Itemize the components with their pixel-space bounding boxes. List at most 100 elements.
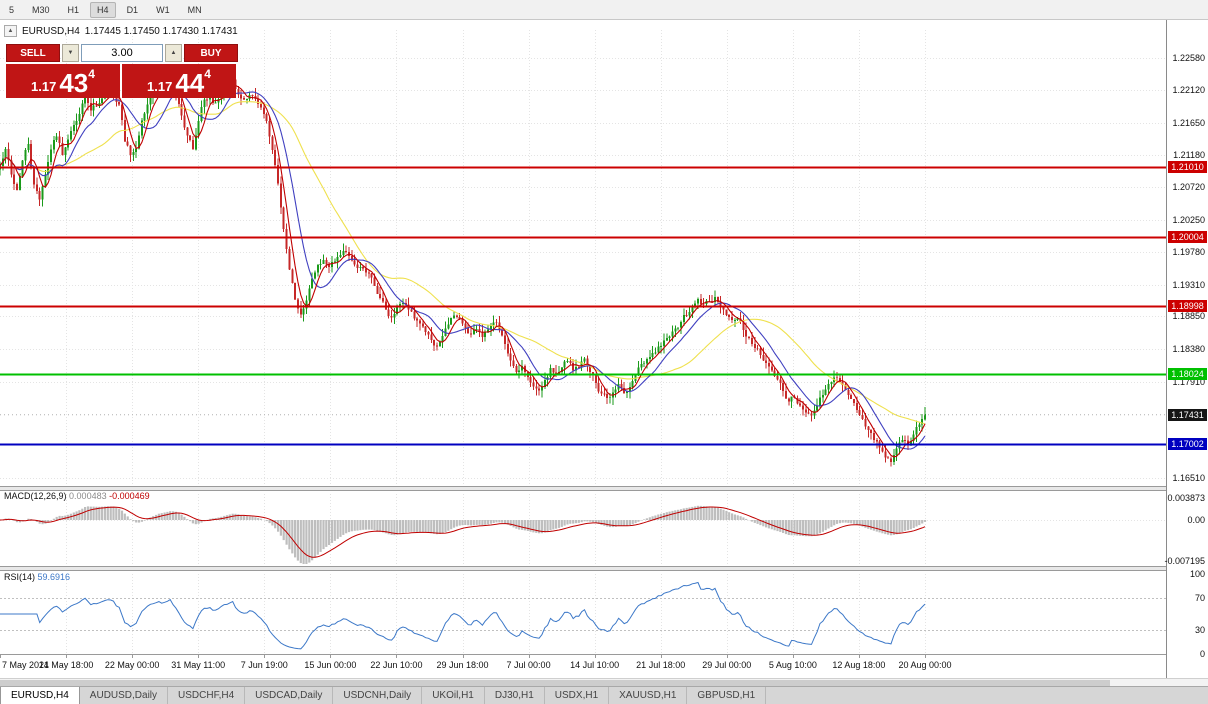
rsi-line: [0, 581, 926, 650]
buy-price-pipette: 4: [204, 67, 211, 81]
time-axis[interactable]: 7 May 2021 14 May 18:00 22 May 00:00 31 May…: [0, 658, 1166, 674]
macd-signal-line: [0, 506, 926, 558]
macd-signal-value: -0.000469: [109, 491, 150, 501]
buy-button[interactable]: BUY: [184, 44, 238, 62]
time-axis-label: 31 May 11:00: [171, 660, 226, 670]
rsi-axis-tick: 70: [1194, 593, 1205, 603]
time-axis-label: 29 Jun 18:00: [436, 660, 489, 670]
price-badge-1-17002: 1.17002: [1168, 438, 1207, 451]
chart-ohlc-label: 1.17445 1.17450 1.17430 1.17431: [84, 25, 238, 37]
time-axis-label: 14 Jul 10:00: [570, 660, 620, 670]
chart-tab-audusd-daily[interactable]: AUDUSD,Daily: [80, 687, 169, 704]
price-axis-tick: 1.19310: [1172, 279, 1205, 290]
price-badge-1-20004: 1.20004: [1168, 230, 1207, 243]
horizontal-level-lines[interactable]: [0, 166, 1166, 446]
collapse-chart-icon[interactable]: ▲: [4, 25, 17, 37]
chart-tab-usdchf-h4[interactable]: USDCHF,H4: [168, 687, 246, 704]
macd-name: MACD(12,26,9): [4, 491, 67, 501]
time-axis-label: 29 Jul 00:00: [702, 660, 752, 670]
chart-tab-usdx-h1[interactable]: USDX,H1: [545, 687, 610, 704]
chart-tab-eurusd-h4[interactable]: EURUSD,H4: [0, 687, 80, 704]
macd-axis-tick: 0.00: [1187, 515, 1205, 525]
time-axis-label: 22 Jun 10:00: [370, 660, 423, 670]
chart-window[interactable]: ▲ EURUSD,H4 1.17445 1.17450 1.17430 1.17…: [0, 20, 1208, 678]
lot-size-input[interactable]: [81, 44, 163, 62]
sell-button[interactable]: SELL: [6, 44, 60, 62]
one-click-trading-panel: SELL ▼ ▲ BUY 1.17 43 4 1.17 44 4: [6, 44, 238, 98]
horizontal-scrollbar[interactable]: [0, 678, 1208, 686]
price-axis-tick: 1.21180: [1173, 150, 1205, 161]
rsi-indicator-label: RSI(14) 59.6916: [4, 572, 70, 582]
timeframe-button-w1[interactable]: W1: [156, 4, 170, 15]
candle-wicks: [0, 74, 926, 467]
price-axis-tick: 1.20250: [1172, 214, 1205, 225]
scrollbar-thumb[interactable]: [0, 680, 1110, 686]
time-axis-label: 21 Jul 18:00: [636, 660, 686, 670]
price-axis-tick: 1.17910: [1172, 376, 1205, 387]
price-axis-tick: 1.18380: [1172, 343, 1205, 354]
price-badge-1-18998: 1.18998: [1168, 300, 1207, 313]
macd-axis-tick: 0.003873: [1167, 493, 1205, 503]
time-axis-ticks: [0, 654, 926, 658]
macd-histogram: [1, 505, 927, 564]
price-axis-tick: 1.21650: [1172, 117, 1205, 128]
sell-price-display[interactable]: 1.17 43 4: [6, 64, 120, 98]
price-axis-tick: 1.19780: [1172, 247, 1205, 258]
ma-12-line: [0, 91, 926, 450]
lot-increase-button[interactable]: ▲: [165, 44, 182, 62]
chart-tab-bar: EURUSD,H4 AUDUSD,Daily USDCHF,H4 USDCAD,Dai…: [0, 686, 1208, 704]
sell-price-pipette: 4: [88, 67, 95, 81]
ma-5-line: [0, 84, 926, 458]
chart-tab-usdcad-daily[interactable]: USDCAD,Daily: [245, 687, 334, 704]
timeframe-button-mn[interactable]: MN: [187, 4, 202, 15]
time-axis-label: 7 May 2021: [2, 660, 50, 670]
grid-horizontal: [0, 58, 1166, 479]
time-axis-label: 7 Jun 19:00: [240, 660, 288, 670]
time-axis-label: 14 May 18:00: [38, 660, 94, 670]
rsi-axis-tick: 100: [1189, 569, 1205, 579]
time-axis-label: 15 Jun 00:00: [304, 660, 357, 670]
chart-tab-dj30-h1[interactable]: DJ30,H1: [485, 687, 545, 704]
price-axis-tick: 1.22120: [1172, 85, 1205, 96]
time-axis-label: 5 Aug 10:00: [768, 660, 817, 670]
price-badge-1-18024: 1.18024: [1168, 367, 1207, 380]
chart-tab-ukoil-h1[interactable]: UKOil,H1: [422, 687, 485, 704]
timeframe-button-h4[interactable]: H4: [90, 1, 116, 18]
chart-symbol-label: EURUSD,H4: [22, 25, 80, 37]
time-axis-label: 7 Jul 00:00: [506, 660, 551, 670]
grid-vertical: [66, 30, 926, 654]
timeframe-button-d1[interactable]: D1: [126, 4, 139, 15]
chart-tab-xauusd-h1[interactable]: XAUUSD,H1: [609, 687, 688, 704]
rsi-value: 59.6916: [37, 572, 71, 582]
price-badge-1-17431: 1.17431: [1168, 408, 1207, 421]
macd-main-value: 0.000483: [69, 491, 107, 501]
price-badge-1-21010: 1.21010: [1168, 161, 1207, 173]
rsi-axis-tick: 30: [1194, 625, 1205, 635]
ma-34-line: [0, 101, 926, 425]
price-axis-tick: 1.22580: [1172, 53, 1205, 64]
price-axis-tick: 1.18850: [1172, 311, 1205, 322]
chart-tab-gbpusd-h1[interactable]: GBPUSD,H1: [687, 687, 767, 704]
chart-title-bar: ▲ EURUSD,H4 1.17445 1.17450 1.17430 1.17…: [4, 25, 238, 37]
macd-axis-tick: -0.007195: [1164, 555, 1205, 566]
rsi-name: RSI(14): [4, 572, 36, 582]
time-axis-label: 12 Aug 18:00: [832, 660, 886, 670]
sell-price-big-digits: 43: [59, 68, 89, 98]
lot-decrease-button[interactable]: ▼: [62, 44, 79, 62]
price-axis-tick: 1.16510: [1172, 473, 1205, 484]
timeframe-button-m30[interactable]: M30: [32, 4, 50, 15]
chart-tab-usdcnh-daily[interactable]: USDCNH,Daily: [333, 687, 423, 704]
time-axis-label: 20 Aug 00:00: [898, 660, 952, 670]
timeframe-button-h1[interactable]: H1: [67, 4, 80, 15]
panel-dividers: [0, 486, 1166, 655]
timeframe-button-5[interactable]: 5: [9, 4, 15, 15]
macd-indicator-label: MACD(12,26,9) 0.000483 -0.000469: [4, 491, 150, 501]
buy-price-display[interactable]: 1.17 44 4: [122, 64, 236, 98]
price-chart-plot[interactable]: [0, 20, 1166, 678]
price-axis[interactable]: 1.22580 1.22120 1.21650 1.21180 1.20720 1.202…: [1164, 20, 1208, 678]
time-axis-label: 22 May 00:00: [104, 660, 160, 670]
buy-price-prefix: 1.17: [147, 79, 173, 94]
rsi-axis-tick: 0: [1199, 649, 1205, 659]
sell-price-prefix: 1.17: [31, 79, 57, 94]
